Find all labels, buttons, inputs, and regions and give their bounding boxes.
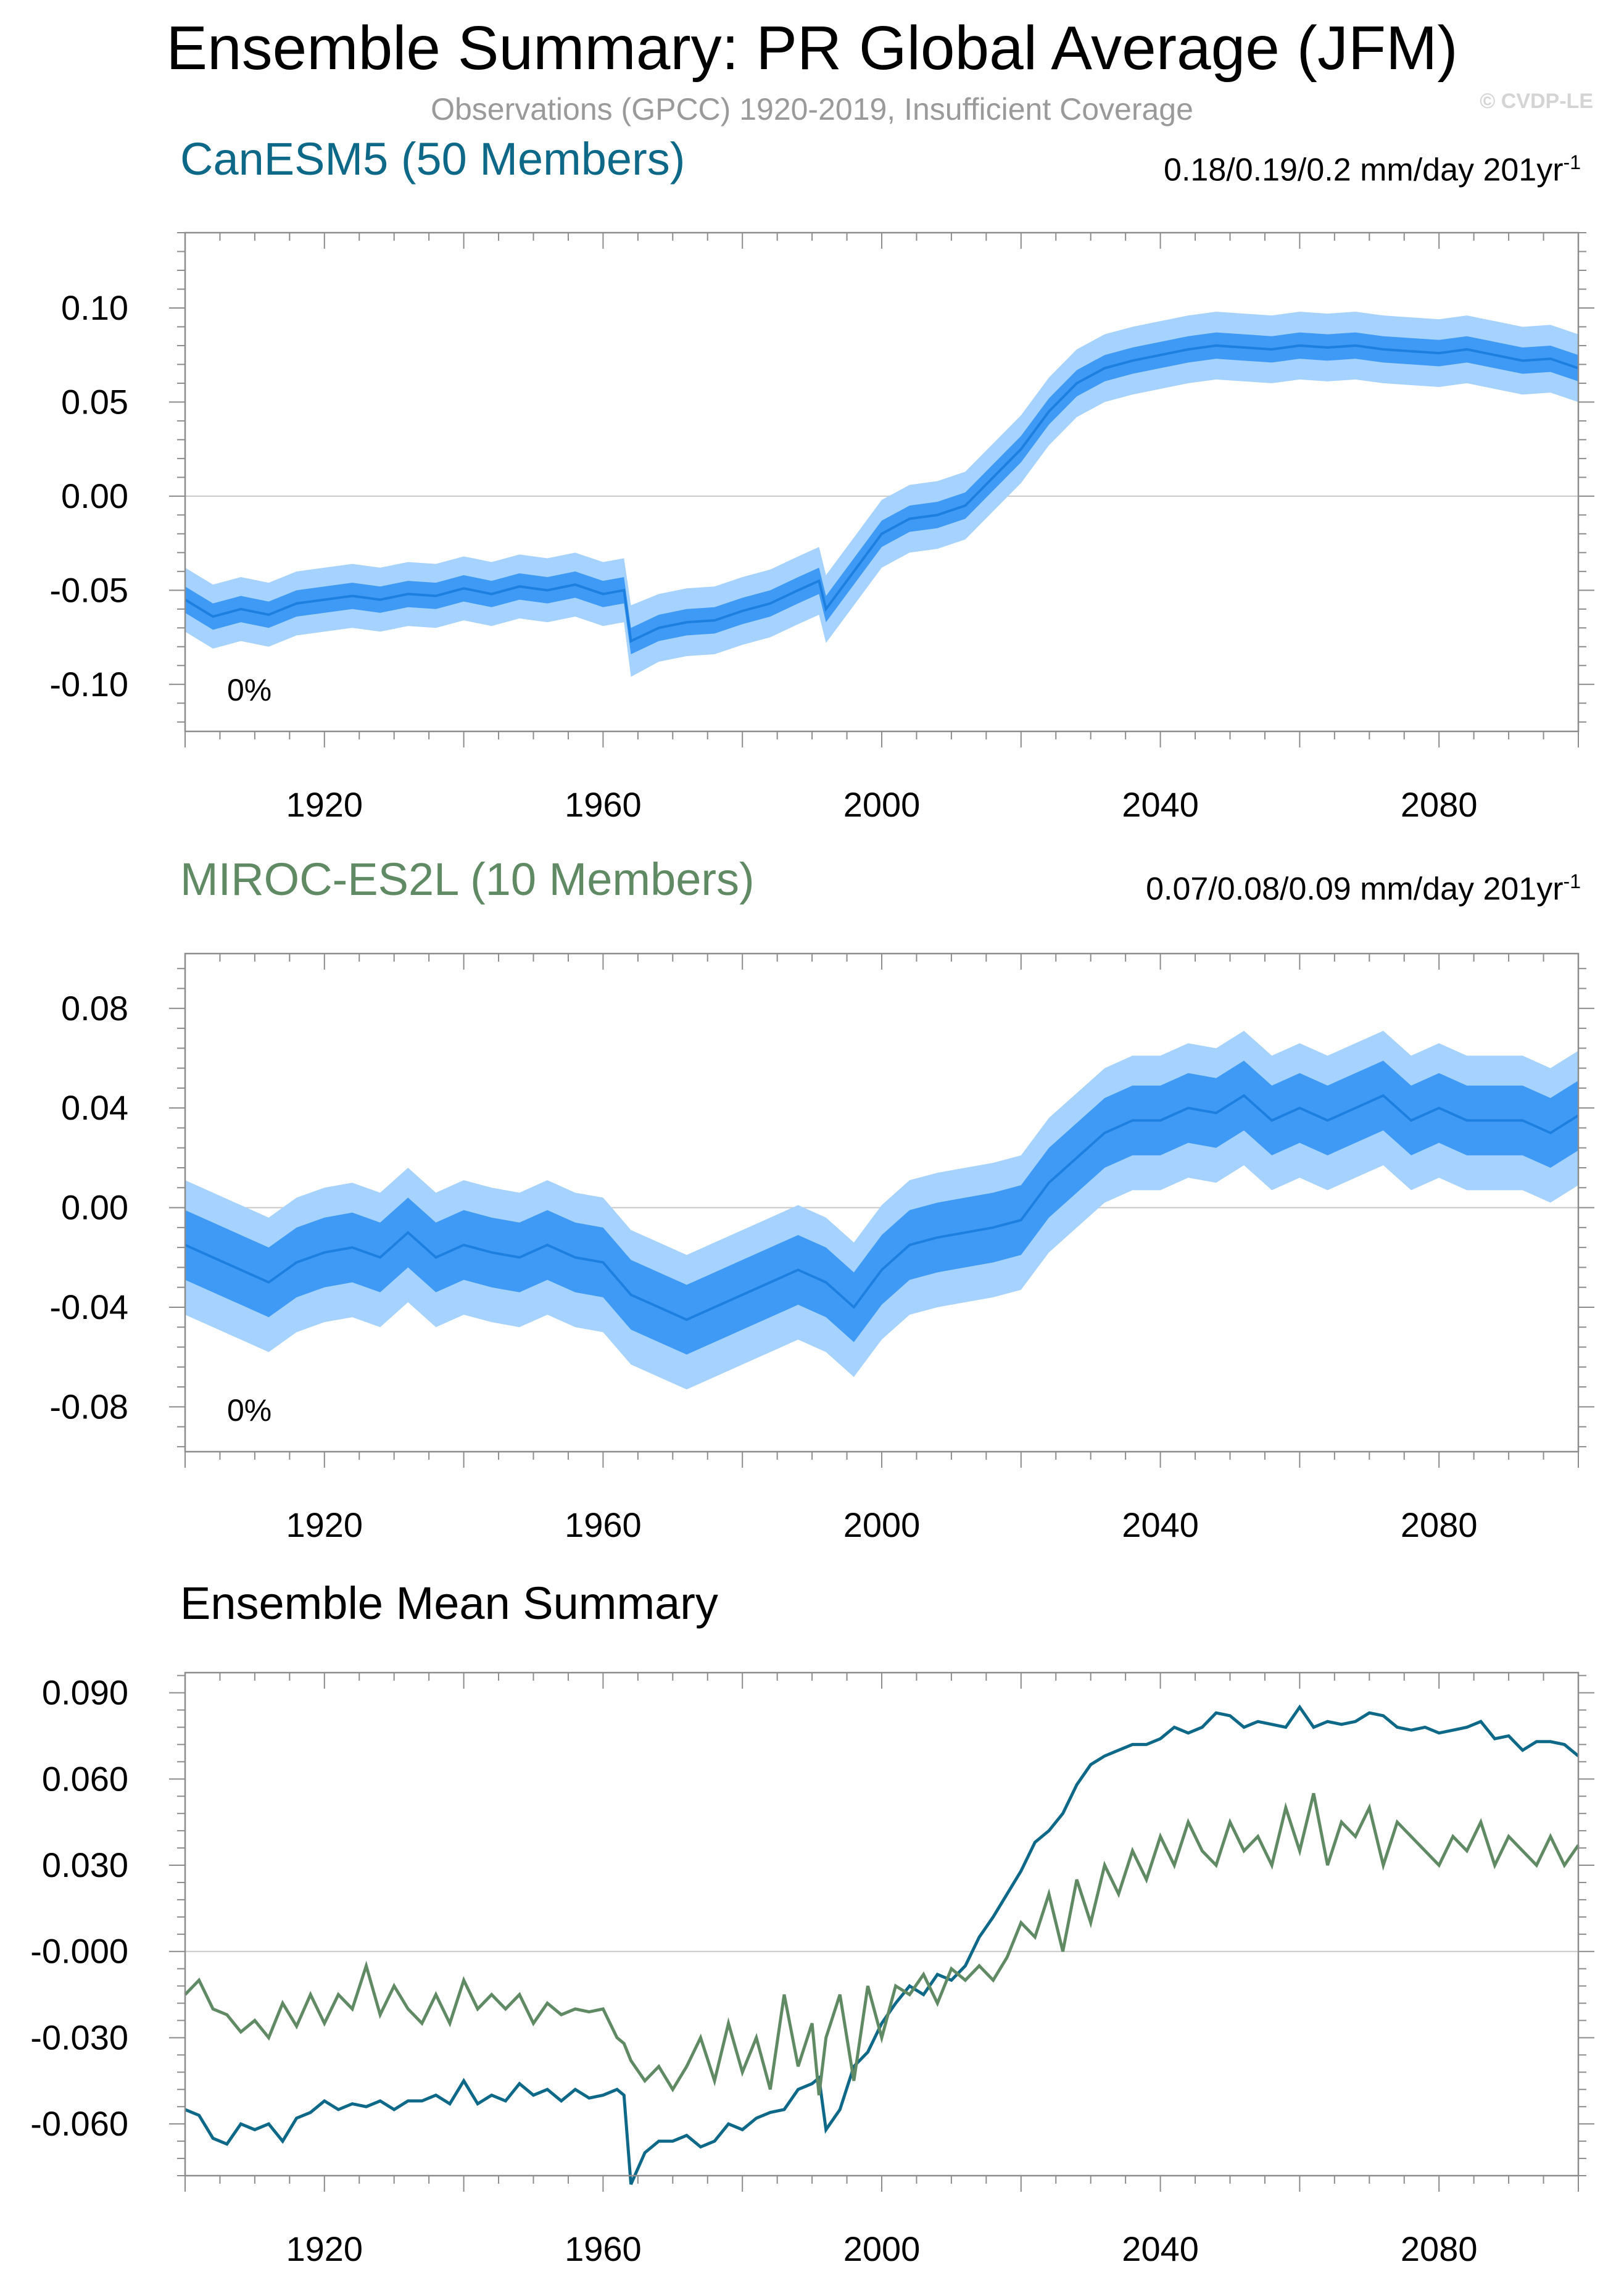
y-tick-label: 0.10 bbox=[61, 288, 128, 327]
y-tick-label: -0.05 bbox=[49, 570, 128, 609]
inner-band bbox=[185, 1060, 1578, 1355]
y-tick-label: 0.08 bbox=[61, 989, 128, 1028]
y-tick-label: 0.090 bbox=[42, 1673, 128, 1712]
inner-band bbox=[185, 332, 1578, 654]
panel-2-title: MIROC-ES2L (10 Members) bbox=[180, 854, 755, 905]
ensemble-mean-line bbox=[184, 1094, 1580, 1321]
y-tick-label: 0.00 bbox=[61, 476, 128, 515]
y-tick-label: -0.000 bbox=[30, 1932, 128, 1971]
x-tick-label: 1960 bbox=[565, 2229, 642, 2268]
y-tick-label: 0.05 bbox=[61, 382, 128, 421]
subtitle: Observations (GPCC) 1920-2019, Insuffici… bbox=[431, 92, 1193, 127]
x-tick-label: 2040 bbox=[1122, 1505, 1199, 1544]
y-tick-label: -0.04 bbox=[49, 1288, 128, 1326]
y-tick-label: -0.10 bbox=[49, 665, 128, 704]
panel-2-trend-text: 0.07/0.08/0.09 mm/day 201yr bbox=[1146, 871, 1564, 907]
miroc-es2l-series-line bbox=[184, 1793, 1580, 2095]
x-tick-label: 1920 bbox=[286, 2229, 363, 2268]
outer-band bbox=[185, 312, 1578, 677]
x-tick-label: 2080 bbox=[1401, 2229, 1478, 2268]
panel-1-trend: 0.18/0.19/0.2 mm/day 201yr-1 bbox=[1164, 151, 1581, 188]
credit-watermark: © CVDP-LE bbox=[1480, 89, 1593, 113]
y-tick-label: -0.060 bbox=[30, 2104, 128, 2143]
ensemble-mean-line bbox=[184, 344, 1579, 643]
y-tick-label: -0.08 bbox=[49, 1387, 128, 1426]
y-tick-label: 0.060 bbox=[42, 1759, 128, 1798]
plot-frame bbox=[184, 231, 1580, 733]
panel-1-trend-exponent: -1 bbox=[1563, 151, 1581, 173]
x-tick-label: 2080 bbox=[1401, 1505, 1478, 1544]
panel-miroc-es2l-chart: 1920 1960 2000 2040 2080 -0.08 -0.04 0.00 0.04 0.… bbox=[49, 952, 1594, 1544]
main-title: Ensemble Summary: PR Global Average (JFM… bbox=[166, 14, 1458, 83]
plot-frame bbox=[184, 1671, 1580, 2177]
x-tick-label: 1920 bbox=[286, 1505, 363, 1544]
canesm5-series-line bbox=[184, 1704, 1580, 2185]
y-tick-label: 0.00 bbox=[61, 1188, 128, 1227]
x-tick-label: 2000 bbox=[843, 1505, 921, 1544]
panel-2-trend-exponent: -1 bbox=[1563, 870, 1581, 892]
panel-1-title: CanESM5 (50 Members) bbox=[180, 133, 686, 185]
panel-3-title: Ensemble Mean Summary bbox=[180, 1578, 718, 1629]
x-tick-label: 1920 bbox=[286, 785, 363, 824]
panel-2-annotation: 0% bbox=[227, 1393, 271, 1428]
x-tick-label: 2000 bbox=[843, 2229, 921, 2268]
x-tick-label: 1960 bbox=[565, 785, 642, 824]
panel-1-trend-text: 0.18/0.19/0.2 mm/day 201yr bbox=[1164, 152, 1564, 188]
panel-2-trend: 0.07/0.08/0.09 mm/day 201yr-1 bbox=[1146, 870, 1581, 907]
y-tick-label: -0.030 bbox=[30, 2018, 128, 2057]
panel-ensemble-mean-chart: 1920 1960 2000 2040 2080 -0.060 -0.030 -0.000 0.… bbox=[30, 1671, 1594, 2268]
x-tick-label: 1960 bbox=[565, 1505, 642, 1544]
x-tick-label: 2040 bbox=[1122, 2229, 1199, 2268]
x-tick-label: 2040 bbox=[1122, 785, 1199, 824]
panel-1-annotation: 0% bbox=[227, 673, 271, 707]
x-tick-label: 2000 bbox=[843, 785, 921, 824]
y-tick-label: 0.04 bbox=[61, 1088, 128, 1127]
y-tick-label: 0.030 bbox=[42, 1845, 128, 1884]
x-tick-label: 2080 bbox=[1401, 785, 1478, 824]
panel-canesm5-chart: 1920 1960 2000 2040 2080 -0.10 -0.05 0.00 0.05 0.… bbox=[49, 231, 1594, 824]
